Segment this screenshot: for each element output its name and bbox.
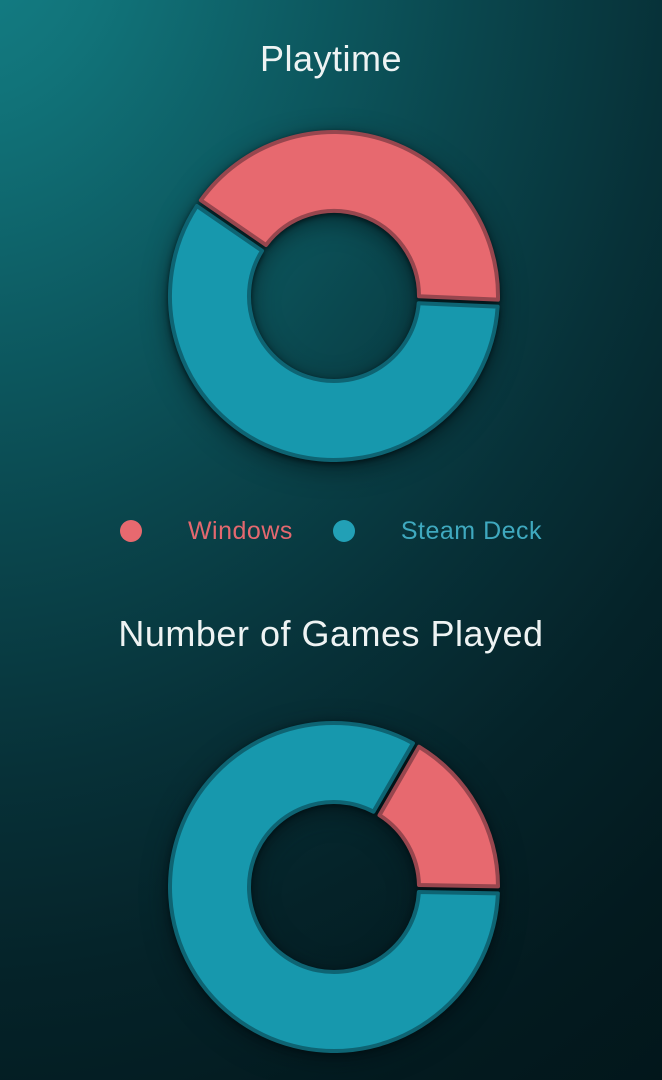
donut-segment-windows [377, 744, 500, 889]
playtime-donut-chart [167, 130, 500, 462]
legend-item-windows: Windows [119, 516, 293, 546]
legend: Windows Steam Deck [0, 513, 662, 549]
windows-legend-dot-icon [119, 520, 142, 542]
legend-item-steam-deck: Steam Deck [332, 516, 543, 546]
donut-segment-windows [198, 130, 500, 302]
windows-legend-label: Windows [187, 516, 293, 545]
playtime-chart-title: Playtime [259, 38, 403, 79]
donut-segment-steam-deck [168, 721, 500, 1053]
games-played-donut-chart [168, 721, 500, 1053]
games-played-chart-title: Number of Games Played [118, 613, 544, 654]
donut-segment-steam-deck [167, 204, 500, 462]
steam-deck-legend-label: Steam Deck [400, 516, 543, 545]
steam-deck-legend-dot-icon [332, 520, 355, 542]
